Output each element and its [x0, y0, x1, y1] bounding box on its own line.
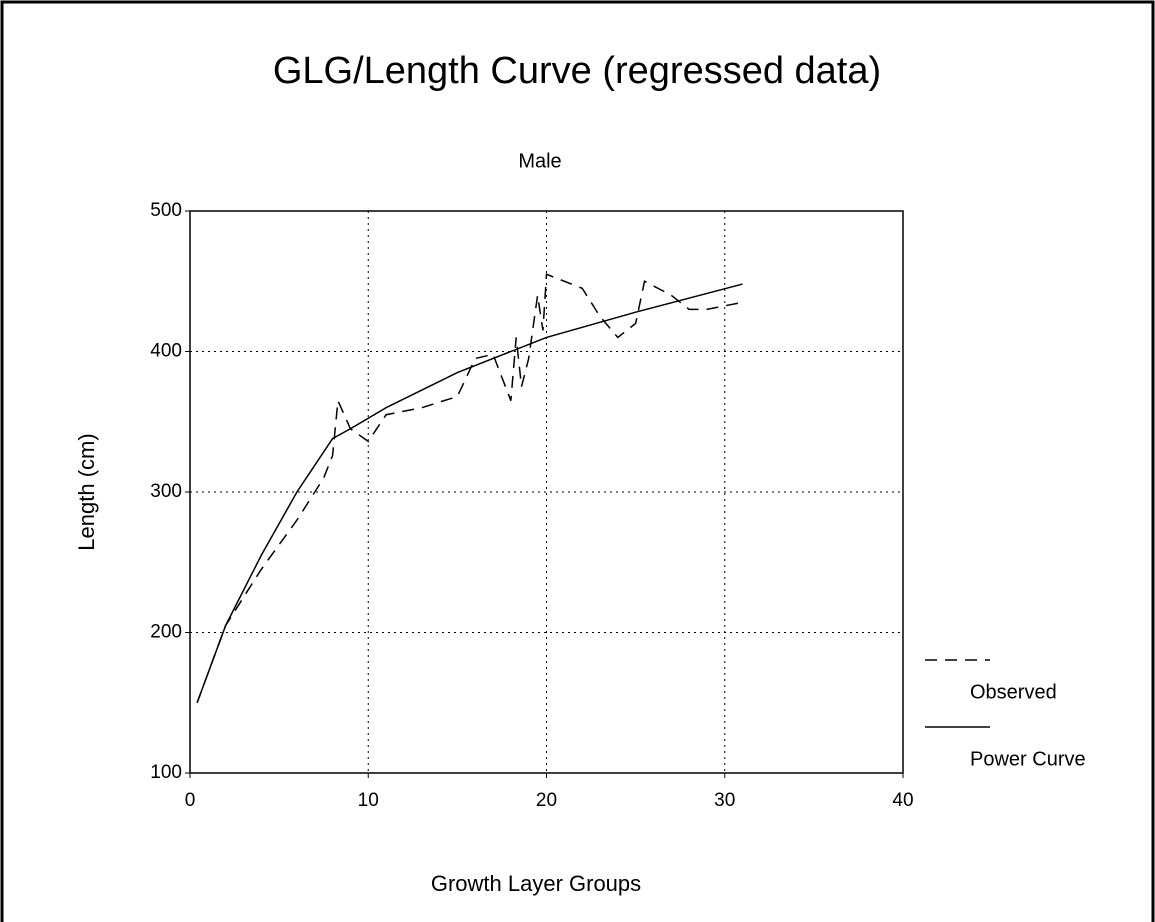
y-tick-label: 200	[150, 622, 182, 643]
plot-frame	[189, 210, 904, 774]
x-tick-label: 10	[358, 790, 379, 811]
series-line	[196, 283, 743, 704]
x-tick-label: 0	[185, 790, 196, 811]
chart-subtitle: Male	[518, 150, 561, 172]
y-axis-label: Length (cm)	[74, 433, 99, 550]
chart-title: GLG/Length Curve (regressed data)	[273, 50, 881, 92]
legend-label: Power Curve	[970, 748, 1086, 770]
x-axis-label: Growth Layer Groups	[431, 871, 641, 896]
x-tick-label: 20	[536, 790, 557, 811]
x-tick-label: 40	[892, 790, 913, 811]
series-line	[196, 273, 743, 704]
y-tick-label: 300	[150, 481, 182, 502]
y-tick-label: 100	[150, 762, 182, 783]
y-tick-label: 400	[150, 341, 182, 362]
y-tick-label: 500	[150, 200, 182, 221]
x-tick-label: 30	[714, 790, 735, 811]
legend-label: Observed	[970, 681, 1057, 703]
